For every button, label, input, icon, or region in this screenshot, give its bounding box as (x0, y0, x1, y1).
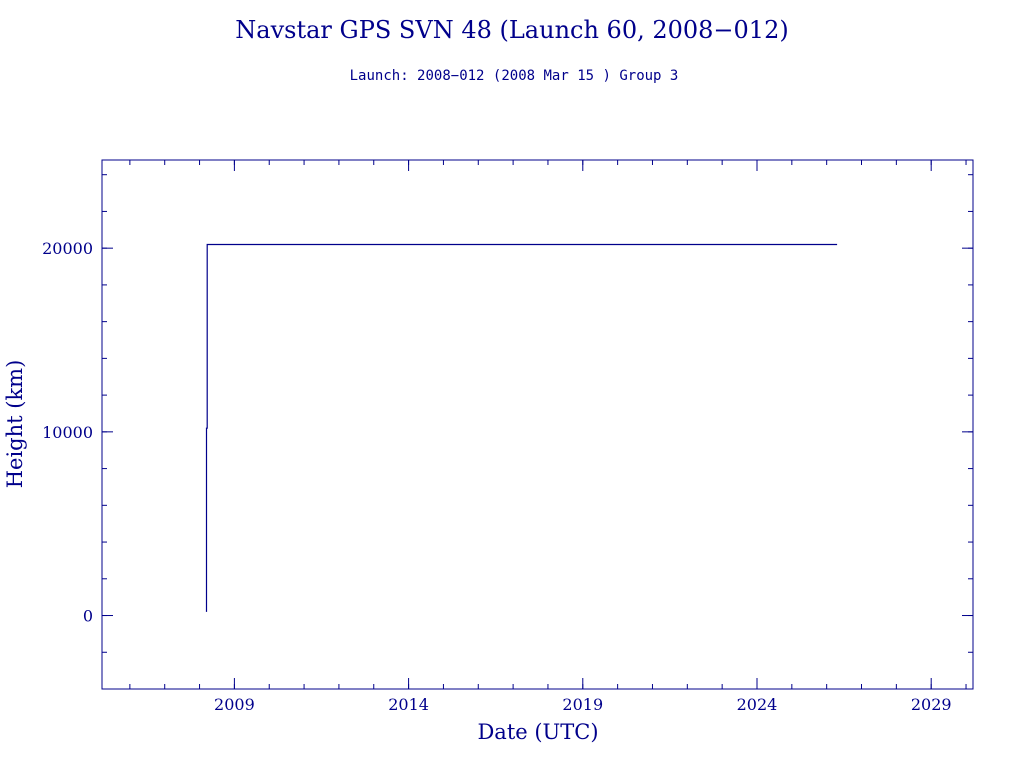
plot-frame (101, 159, 974, 690)
x-axis-label: Date (UTC) (477, 720, 598, 744)
y-tick-label: 20000 (42, 239, 93, 258)
chart-subtitle: Launch: 2008−012 (2008 Mar 15 ) Group 3 (350, 68, 679, 84)
tick-labels: 2009 2014 2019 2024 2029 0 10000 20000 (42, 239, 951, 714)
x-tick-label: 2029 (911, 695, 952, 714)
x-tick-label: 2019 (562, 695, 603, 714)
height-series-line (205, 243, 838, 612)
x-tick-label: 2009 (214, 695, 255, 714)
y-tick-label: 10000 (42, 423, 93, 442)
x-tick-label: 2014 (388, 695, 429, 714)
chart-title: Navstar GPS SVN 48 (Launch 60, 2008−012) (235, 16, 788, 44)
x-tick-label: 2024 (737, 695, 778, 714)
y-axis-label: Height (km) (3, 360, 27, 489)
y-tick-label: 0 (83, 607, 93, 626)
axis-ticks (102, 160, 973, 690)
